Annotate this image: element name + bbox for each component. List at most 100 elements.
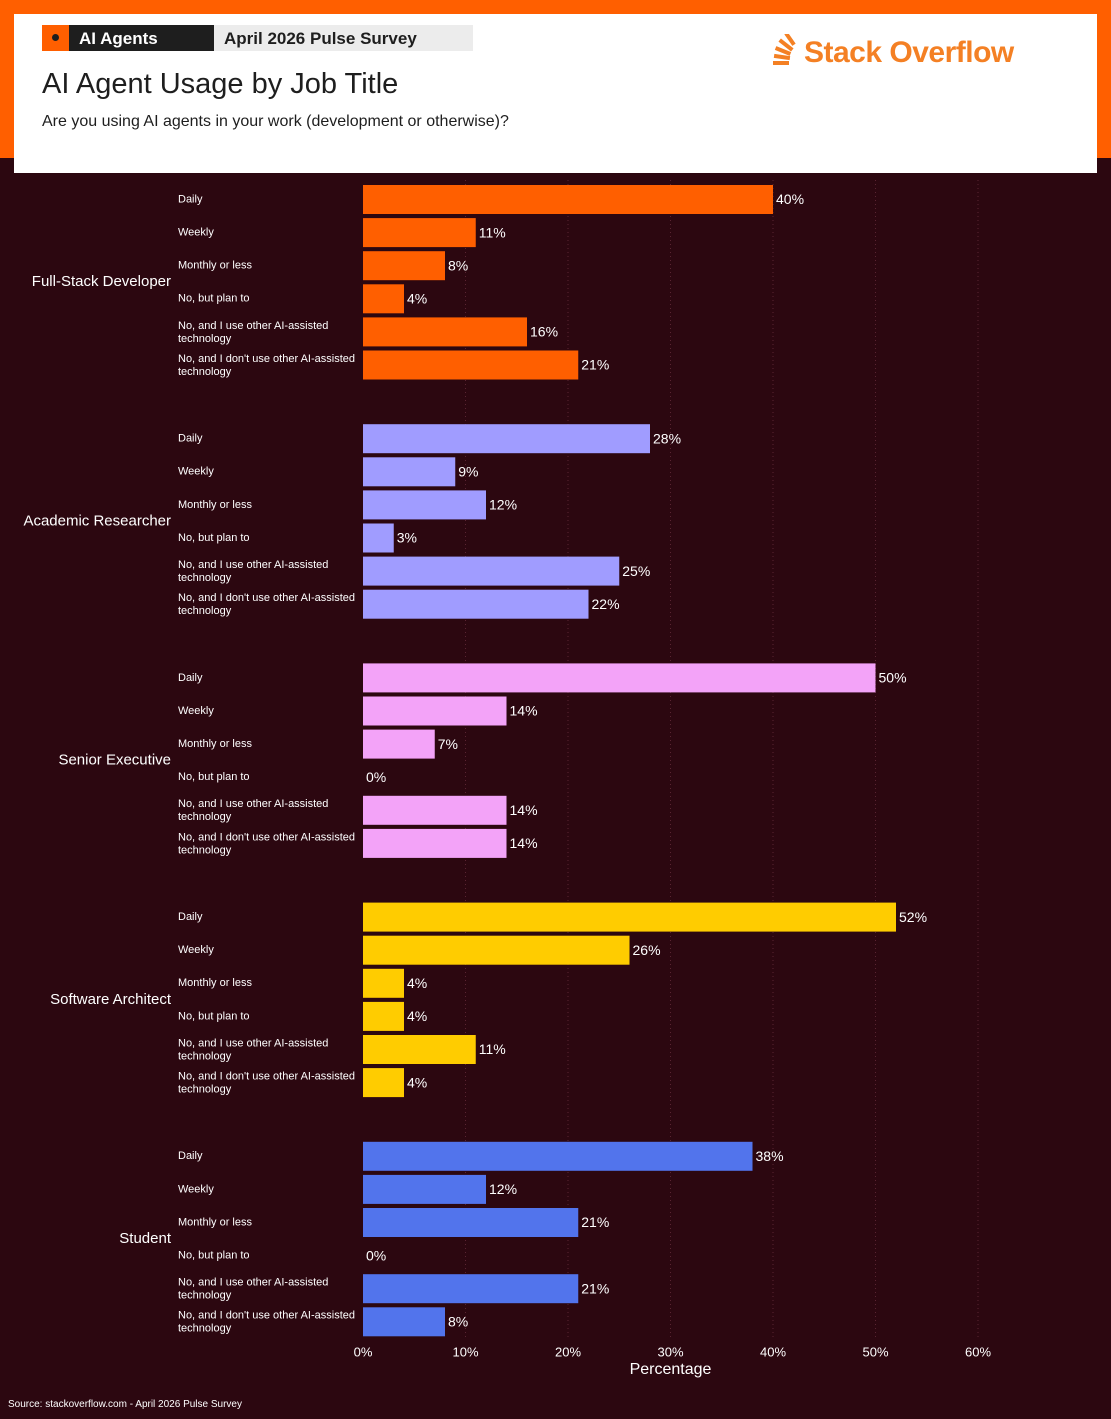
value-label: 25% [622, 563, 650, 579]
bar [363, 1307, 445, 1337]
group-label: Software Architect [50, 991, 172, 1008]
category-label: Daily [178, 433, 203, 445]
category-label: No, and I don't use other AI-assisted [178, 592, 355, 604]
x-axis-label: Percentage [630, 1361, 712, 1378]
category-label: No, but plan to [178, 1010, 250, 1022]
category-label: technology [178, 1050, 232, 1062]
category-label: technology [178, 605, 232, 617]
category-label: Daily [178, 911, 203, 923]
x-tick-label: 20% [555, 1344, 581, 1359]
x-tick-label: 0% [354, 1344, 373, 1359]
bar [363, 251, 445, 281]
value-label: 0% [366, 1247, 386, 1263]
value-label: 11% [479, 1041, 506, 1057]
group-label: Student [119, 1230, 172, 1247]
page-subtitle: Are you using AI agents in your work (de… [42, 113, 509, 130]
category-label: technology [178, 1323, 232, 1335]
bar [363, 1208, 579, 1237]
bar [363, 729, 435, 759]
value-label: 21% [581, 357, 609, 373]
value-label: 52% [899, 909, 927, 925]
topic-tag-label: AI Agents [79, 29, 158, 48]
x-tick-label: 40% [760, 1344, 786, 1359]
bar [363, 1274, 579, 1304]
category-label: No, but plan to [178, 293, 250, 305]
category-label: Monthly or less [178, 1216, 252, 1228]
category-label: Monthly or less [178, 738, 252, 750]
bar [363, 902, 896, 932]
bar [363, 663, 876, 693]
bar [363, 424, 650, 454]
bar [363, 490, 486, 520]
bar [363, 795, 507, 825]
value-label: 28% [653, 430, 681, 446]
category-label: No, and I don't use other AI-assisted [178, 831, 355, 843]
bar [363, 523, 394, 553]
x-tick-label: 10% [452, 1344, 478, 1359]
value-label: 14% [510, 835, 538, 851]
page-title: AI Agent Usage by Job Title [42, 68, 399, 100]
category-label: Daily [178, 193, 203, 205]
bar [363, 350, 579, 380]
bar [363, 457, 456, 487]
category-label: technology [178, 1084, 232, 1096]
source-note: Source: stackoverflow.com - April 2026 P… [8, 1399, 242, 1410]
bar [363, 317, 527, 347]
group-label: Full-Stack Developer [32, 273, 171, 290]
bar [363, 589, 589, 619]
category-label: Daily [178, 672, 203, 684]
category-label: Monthly or less [178, 499, 252, 511]
bar [363, 696, 507, 726]
category-label: technology [178, 1290, 232, 1302]
category-label: Weekly [178, 1183, 214, 1195]
category-label: No, but plan to [178, 1250, 250, 1262]
category-label: Monthly or less [178, 260, 252, 272]
header-card: AI Agents April 2026 Pulse Survey AI Age… [14, 14, 1097, 173]
group-label: Senior Executive [58, 752, 171, 769]
value-label: 0% [366, 769, 386, 785]
bar [363, 1174, 486, 1204]
category-label: No, and I use other AI-assisted [178, 320, 328, 332]
category-label: No, and I use other AI-assisted [178, 1277, 328, 1289]
category-label: Daily [178, 1150, 203, 1162]
bar [363, 185, 773, 214]
category-label: No, but plan to [178, 771, 250, 783]
category-label: technology [178, 366, 232, 378]
category-label: No, and I don't use other AI-assisted [178, 1310, 355, 1322]
bar [363, 218, 476, 248]
category-label: No, and I don't use other AI-assisted [178, 1071, 355, 1083]
value-label: 3% [397, 530, 417, 546]
bar [363, 935, 630, 965]
bar [363, 1001, 404, 1031]
x-tick-label: 50% [862, 1344, 888, 1359]
category-label: No, and I use other AI-assisted [178, 559, 328, 571]
bar [363, 968, 404, 998]
topic-tag: AI Agents [42, 25, 214, 51]
value-label: 14% [510, 802, 538, 818]
group-label: Academic Researcher [23, 512, 171, 529]
category-label: No, and I use other AI-assisted [178, 1037, 328, 1049]
value-label: 4% [407, 1074, 427, 1090]
category-label: Weekly [178, 466, 214, 478]
category-label: Weekly [178, 705, 214, 717]
value-label: 21% [581, 1280, 609, 1296]
logo-wordmark: Stack Overflow [804, 36, 1014, 69]
value-label: 8% [448, 1314, 468, 1330]
stack-overflow-logo: Stack Overflow [770, 34, 1030, 74]
stack-overflow-logo-icon [773, 34, 796, 65]
category-label: Weekly [178, 944, 214, 956]
value-label: 12% [489, 497, 517, 513]
tag-bullet-icon [42, 25, 69, 51]
category-label: technology [178, 572, 232, 584]
x-tick-label: 30% [657, 1344, 683, 1359]
survey-tag-label: April 2026 Pulse Survey [224, 29, 417, 48]
value-label: 40% [776, 191, 804, 207]
bar [363, 556, 620, 586]
category-label: technology [178, 333, 232, 345]
category-label: No, and I don't use other AI-assisted [178, 353, 355, 365]
value-label: 50% [879, 670, 907, 686]
bar [363, 284, 404, 314]
value-label: 11% [479, 224, 506, 240]
category-label: technology [178, 844, 232, 856]
